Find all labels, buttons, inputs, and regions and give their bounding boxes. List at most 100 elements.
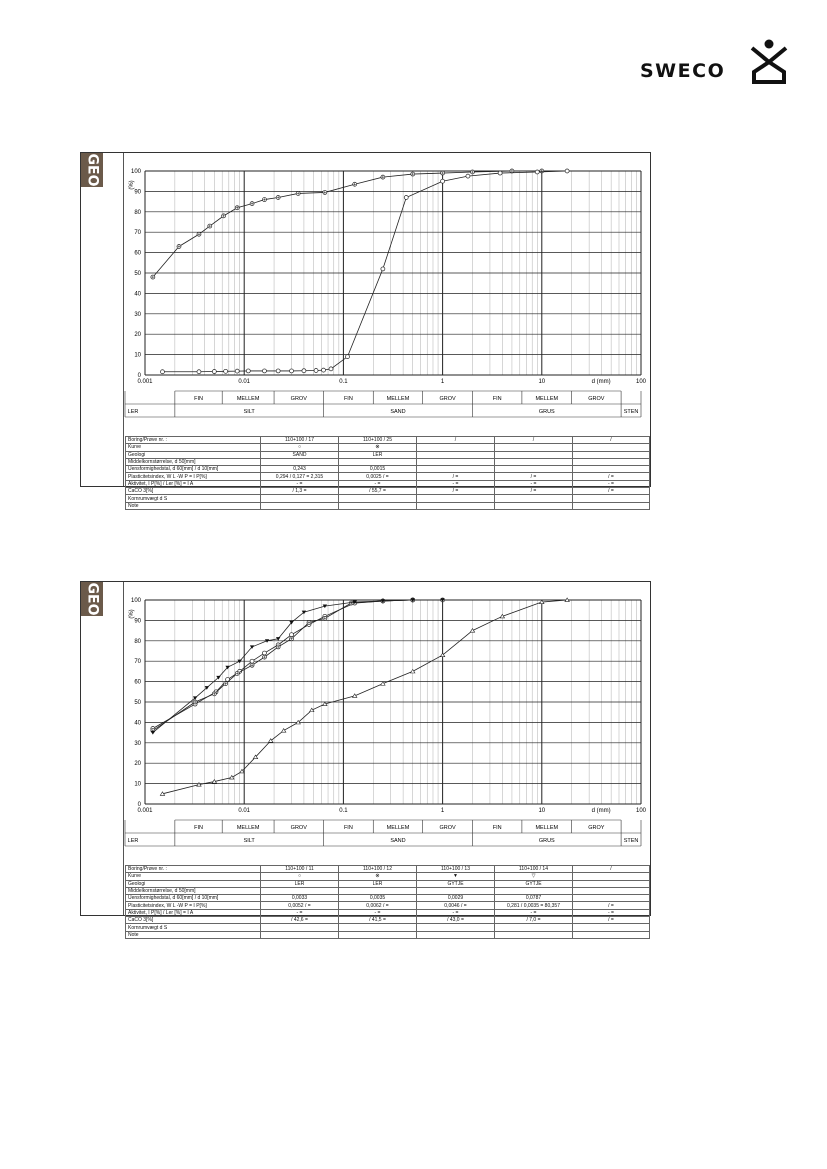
table-cell: 0,0029 [416, 894, 495, 903]
row-label: Geologi [125, 879, 261, 888]
table-cell: / [572, 435, 650, 445]
grain-class-label: STEN [624, 409, 639, 415]
table-cell [416, 930, 495, 939]
table-cell [416, 443, 495, 452]
table-cell [338, 457, 417, 467]
data-point [196, 369, 202, 375]
table-cell: 110+100 / 17 [260, 435, 339, 445]
data-point [439, 652, 446, 657]
data-point [275, 368, 281, 374]
table-cell [416, 886, 495, 896]
table-cell [494, 501, 573, 510]
series-line [162, 599, 568, 795]
table-cell [572, 501, 650, 510]
data-point [289, 620, 294, 625]
data-point [469, 628, 476, 633]
grain-subclass-label: MELLEM [387, 825, 410, 831]
x-tick-label: 10 [538, 808, 545, 814]
table-cell: / = [572, 487, 650, 496]
row-label: Boring/Prøve nr. : [125, 864, 261, 874]
data-point [440, 598, 445, 602]
table-cell [572, 894, 650, 903]
data-point [229, 774, 235, 780]
grain-class-band: FIN MELLEM GROV FIN MELLEM GROV FIN MELLEM GROY L… [124, 819, 642, 847]
table-row: Uensformighedstal, d 60[mm] / d 10[mm] 0,… [125, 894, 650, 903]
data-point [150, 274, 156, 280]
data-point [176, 244, 182, 249]
data-point [352, 600, 357, 605]
y-tick-label: 70 [134, 230, 141, 236]
table-row: Geologi LER LER GYTJE GYTJE [125, 879, 650, 888]
table-cell: 0,0025 / = [338, 472, 417, 481]
grain-subclass-label: GROV [291, 396, 308, 402]
table-cell [572, 930, 650, 939]
grain-subclass-label: MELLEM [535, 825, 558, 831]
series-1 [150, 168, 545, 280]
row-label: Plasticitetsindex, W L -W P = I P[%] [125, 472, 261, 481]
row-label: Plasticitetsindex, W L -W P = I P[%] [125, 901, 261, 910]
table-cell [338, 494, 417, 503]
data-point [234, 671, 240, 676]
table-cell: 110+100 / 12 [338, 864, 417, 874]
series-line [152, 599, 413, 731]
row-label: Note [125, 501, 261, 510]
data-point [345, 354, 350, 359]
table-cell: 0,294 / 0,127 = 2,315 [260, 472, 339, 481]
table-cell: ⊗ [338, 872, 417, 881]
data-point [192, 696, 198, 700]
table-cell: / 41,5 = [338, 916, 417, 925]
table-cell: ▽ [494, 872, 573, 881]
y-tick-label: 70 [134, 659, 141, 665]
table-cell: / = [572, 901, 650, 910]
y-tick-label: 90 [134, 189, 141, 195]
grain-size-chart: 0 10 20 30 40 50 60 70 80 90 100 0.001 0.01 0.1 1 10 100… [124, 597, 647, 847]
grain-subclass-label: MELLEM [387, 396, 410, 402]
table-row: CaCO 3[%]/ 42,6 =/ 41,5 =/ 43,0 =/ 7,0 =… [125, 916, 650, 925]
data-point [249, 662, 255, 668]
grain-class-band: FIN MELLEM GROV FIN MELLEM GROV FIN MELLEM GROV L… [124, 390, 642, 418]
table-cell: 0,243 [260, 465, 339, 474]
row-label: Kurve [125, 872, 261, 881]
table-cell [416, 923, 495, 932]
table-cell [260, 923, 339, 932]
y-tick-label: 10 [134, 353, 141, 359]
table-cell [494, 886, 573, 896]
grain-size-sheet-1: GEO 0 10 20 30 40 50 60 70 80 90 100 0.001 0.01 0.1 1 10… [80, 152, 651, 510]
table-cell: 0,0052 / = [260, 901, 339, 910]
table-cell [416, 501, 495, 510]
data-point [211, 691, 217, 697]
table-cell [338, 886, 417, 896]
table-cell [260, 494, 339, 503]
data-point [539, 168, 545, 174]
data-point [160, 369, 165, 375]
table-cell: / = [572, 916, 650, 925]
data-point [267, 738, 274, 743]
table-cell: - = [260, 908, 339, 918]
data-point [509, 168, 515, 174]
row-label: Geologi [125, 450, 261, 459]
table-cell: / [494, 435, 573, 445]
grain-class-label: GRUS [539, 838, 555, 844]
table-cell: SAND [260, 450, 339, 459]
table-row: Kurve ○ ⊗ ▼ ▽ [125, 872, 650, 881]
logo-text: SWECO [640, 60, 726, 82]
table-cell: 0,0787 [494, 894, 573, 903]
grain-subclass-label: MELLEM [237, 396, 260, 402]
data-point [351, 693, 358, 698]
table-cell: - = [572, 908, 650, 918]
table-cell: / 43,0 = [416, 916, 495, 925]
table-cell: / = [494, 487, 573, 496]
table-cell: / 42,6 = [260, 916, 339, 925]
sheet-header: GEO [81, 582, 124, 915]
table-cell [338, 930, 417, 939]
series-3 [150, 598, 445, 735]
table-cell: 0,281 / 0,0035 = 80,357 [494, 901, 573, 910]
table-cell: / = [494, 472, 573, 481]
data-point [234, 368, 240, 374]
table-cell: - = [494, 908, 573, 918]
row-label: Note [125, 930, 261, 939]
data-point [313, 368, 319, 373]
x-tick-label: 0.01 [238, 808, 250, 814]
table-cell: / [416, 435, 495, 445]
table-cell [572, 494, 650, 503]
